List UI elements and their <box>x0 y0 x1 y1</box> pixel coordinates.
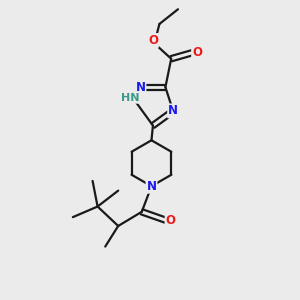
Text: HN: HN <box>121 93 140 103</box>
Text: N: N <box>168 104 178 117</box>
Text: O: O <box>192 46 202 59</box>
Text: N: N <box>146 180 157 193</box>
Text: O: O <box>166 214 176 226</box>
Text: N: N <box>136 81 146 94</box>
Text: O: O <box>148 34 158 47</box>
